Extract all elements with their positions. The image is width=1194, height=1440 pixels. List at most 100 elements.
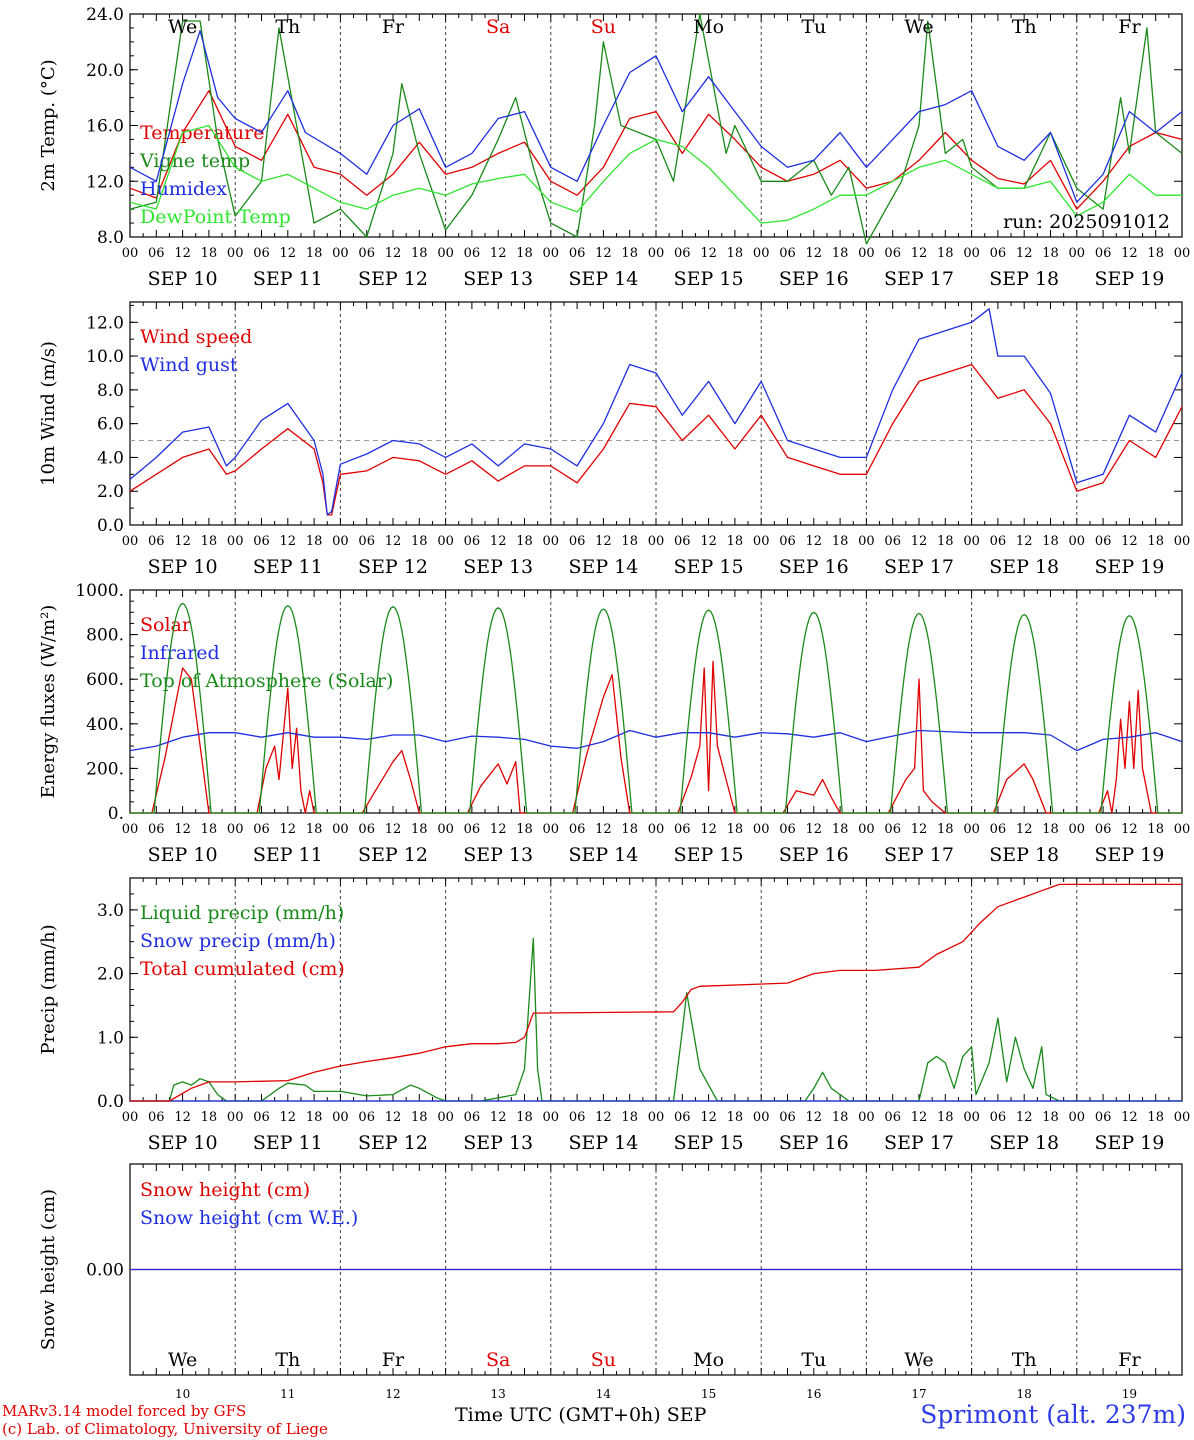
day-name: We xyxy=(904,16,933,38)
legend-total-cumulated-cm-: Total cumulated (cm) xyxy=(140,958,345,980)
date-label: SEP 10 xyxy=(148,556,218,578)
hour-label: 06 xyxy=(358,246,375,261)
date-label: SEP 13 xyxy=(463,844,533,866)
hour-label: 06 xyxy=(358,822,375,837)
hour-label: 00 xyxy=(332,534,349,549)
hour-label: 06 xyxy=(674,246,691,261)
hour-label: 00 xyxy=(227,822,244,837)
day-name: Fr xyxy=(1118,1349,1141,1371)
day-number: 14 xyxy=(596,1387,612,1401)
day-name: Fr xyxy=(382,1349,405,1371)
hour-label: 12 xyxy=(490,1110,507,1125)
series-line-total-cumulated-cm- xyxy=(130,883,1182,1102)
hour-label: 00 xyxy=(1174,1110,1191,1125)
hour-label: 06 xyxy=(779,246,796,261)
day-number: 15 xyxy=(701,1387,716,1401)
date-label: SEP 15 xyxy=(674,556,744,578)
hour-label: 12 xyxy=(700,822,717,837)
y-tick-label: 1000. xyxy=(75,581,124,601)
panel-frame-1 xyxy=(129,13,1183,238)
legend-dewpoint-temp: DewPoint Temp xyxy=(140,206,291,228)
date-label: SEP 19 xyxy=(1094,268,1164,290)
hour-label: 06 xyxy=(674,534,691,549)
hour-label: 12 xyxy=(1016,1110,1033,1125)
hour-label: 18 xyxy=(1042,534,1059,549)
hour-label: 18 xyxy=(411,822,428,837)
day-name: Sa xyxy=(486,16,510,38)
day-name: Th xyxy=(1012,16,1037,38)
hour-label: 18 xyxy=(411,534,428,549)
hour-label: 06 xyxy=(569,246,586,261)
y-tick-label: 1.0 xyxy=(97,1028,124,1048)
legend-wind-speed: Wind speed xyxy=(140,326,252,348)
date-label: SEP 17 xyxy=(884,268,954,290)
date-label: SEP 10 xyxy=(148,268,218,290)
y-tick-label: 10.0 xyxy=(86,347,124,367)
date-label: SEP 17 xyxy=(884,1132,954,1154)
panel-frame-3 xyxy=(129,589,1183,814)
y-tick-label: 2.0 xyxy=(97,965,124,985)
hour-label: 00 xyxy=(753,1110,770,1125)
hour-label: 00 xyxy=(543,822,560,837)
hour-label: 18 xyxy=(1042,822,1059,837)
legend-top-of-atmosphere-solar-: Top of Atmosphere (Solar) xyxy=(140,670,393,692)
day-number: 17 xyxy=(911,1387,926,1401)
hour-label: 06 xyxy=(569,534,586,549)
hour-label: 12 xyxy=(1121,1110,1138,1125)
hour-label: 06 xyxy=(464,246,481,261)
hour-label: 12 xyxy=(490,534,507,549)
day-name: Th xyxy=(275,1349,300,1371)
day-number: 12 xyxy=(385,1387,400,1401)
date-label: SEP 12 xyxy=(358,268,428,290)
hour-label: 00 xyxy=(753,822,770,837)
hour-label: 00 xyxy=(858,534,875,549)
legend-infrared: Infrared xyxy=(140,642,220,664)
date-label: SEP 14 xyxy=(568,1132,638,1154)
hour-label: 00 xyxy=(437,246,454,261)
hour-label: 00 xyxy=(1174,534,1191,549)
y-axis-label: Snow height (cm) xyxy=(38,1189,59,1350)
hour-label: 06 xyxy=(1095,246,1112,261)
y-tick-label: 16.0 xyxy=(86,117,124,137)
hour-label: 06 xyxy=(148,534,165,549)
hour-label: 00 xyxy=(227,1110,244,1125)
y-tick-label: 24.0 xyxy=(86,5,124,25)
date-label: SEP 10 xyxy=(148,844,218,866)
hour-label: 00 xyxy=(437,534,454,549)
hour-label: 06 xyxy=(884,822,901,837)
date-label: SEP 18 xyxy=(989,268,1059,290)
date-label: SEP 14 xyxy=(568,556,638,578)
y-axis-label: 2m Temp. (°C) xyxy=(38,59,59,191)
date-label: SEP 19 xyxy=(1094,556,1164,578)
hour-label: 00 xyxy=(122,246,139,261)
hour-label: 12 xyxy=(911,246,928,261)
hour-label: 06 xyxy=(884,534,901,549)
y-tick-label: 8.0 xyxy=(97,381,124,401)
y-tick-label: 0.0 xyxy=(97,1092,124,1112)
hour-label: 00 xyxy=(122,534,139,549)
hour-label: 18 xyxy=(621,246,638,261)
hour-label: 12 xyxy=(911,822,928,837)
y-tick-label: 600. xyxy=(86,670,124,690)
hour-label: 18 xyxy=(1147,1110,1164,1125)
hour-label: 06 xyxy=(1095,822,1112,837)
hour-label: 00 xyxy=(858,822,875,837)
date-label: SEP 16 xyxy=(779,268,849,290)
hour-label: 06 xyxy=(990,246,1007,261)
date-label: SEP 10 xyxy=(148,1132,218,1154)
day-name: Fr xyxy=(1118,16,1141,38)
hour-label: 06 xyxy=(990,534,1007,549)
hour-label: 00 xyxy=(227,246,244,261)
date-label: SEP 12 xyxy=(358,556,428,578)
hour-label: 12 xyxy=(806,246,823,261)
hour-label: 06 xyxy=(990,1110,1007,1125)
hour-label: 06 xyxy=(253,1110,270,1125)
hour-label: 06 xyxy=(990,822,1007,837)
legend-snow-height-cm-w-e-: Snow height (cm W.E.) xyxy=(140,1207,358,1229)
hour-label: 00 xyxy=(1069,534,1086,549)
date-label: SEP 14 xyxy=(568,844,638,866)
hour-label: 00 xyxy=(963,1110,980,1125)
hour-label: 18 xyxy=(832,822,849,837)
date-label: SEP 16 xyxy=(779,556,849,578)
y-tick-label: 200. xyxy=(86,759,124,779)
